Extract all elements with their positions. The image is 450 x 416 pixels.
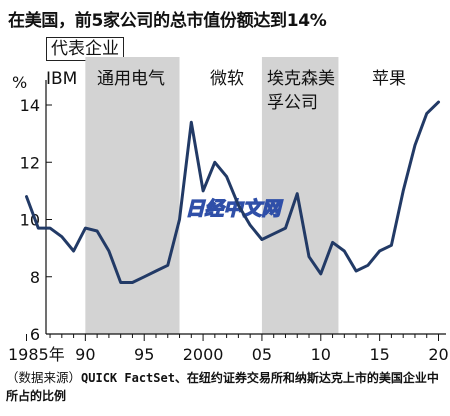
data-point [402, 190, 404, 192]
chart-title: 在美国，前5家公司的总市值份额达到14% [8, 11, 327, 31]
x-tick-label: 20 [428, 345, 448, 364]
x-tick-label: 05 [252, 345, 272, 364]
data-point [61, 235, 63, 238]
data-point [84, 227, 87, 229]
data-point [414, 144, 416, 146]
data-point [96, 230, 98, 232]
data-point [225, 175, 228, 178]
data-point [202, 190, 204, 192]
series-line-0 [25, 100, 440, 284]
band-shade-3 [261, 57, 339, 334]
source-note: （数据来源）QUICK FactSet、在纽约证券交易所和纳斯达克上市的美国企业… [6, 369, 446, 405]
data-point [296, 192, 299, 195]
y-tick-label: 6 [30, 325, 40, 344]
data-point [119, 281, 122, 284]
source-text: QUICK FactSet、在纽约证券交易所和纳斯达克上市的美国企业中所占的比例 [6, 371, 439, 403]
y-tick-label: 12 [20, 153, 40, 172]
representative-company-tag: 代表企业 [46, 37, 124, 61]
watermark-logo: 日经中文网 [185, 198, 283, 220]
data-point [319, 273, 322, 275]
data-point [425, 112, 428, 115]
band-label-1: 通用电气 [97, 69, 165, 89]
data-point [25, 195, 28, 198]
data-point [72, 250, 75, 252]
data-point [284, 227, 287, 229]
x-tick-label: 15 [369, 345, 389, 364]
x-tick-label: 1985年 [8, 345, 65, 364]
data-point [214, 161, 216, 164]
data-point [143, 275, 146, 278]
band-label-0: IBM [46, 69, 77, 89]
data-point [237, 204, 240, 206]
data-point [367, 264, 369, 267]
data-point [331, 241, 334, 244]
y-tick-label: 8 [30, 268, 40, 287]
data-point [272, 233, 275, 235]
y-axis-unit: % [12, 73, 27, 92]
data-point [378, 250, 381, 252]
data-point [261, 238, 263, 241]
y-tick-label: 14 [20, 96, 40, 115]
data-point [178, 218, 181, 221]
data-point [37, 227, 40, 229]
x-tick-label: 10 [311, 345, 331, 364]
band-shade-1 [85, 57, 180, 334]
data-point [390, 244, 393, 247]
data-point [343, 250, 346, 252]
source-label: （数据来源） [6, 370, 82, 385]
data-point [355, 270, 357, 272]
x-tick-label: 2000 [183, 345, 224, 364]
x-tick-label: 95 [134, 345, 154, 364]
data-point [249, 224, 251, 227]
data-point [437, 101, 440, 103]
band-label-2: 微软 [210, 69, 244, 89]
data-point [190, 121, 193, 123]
data-point [131, 281, 134, 284]
data-point [166, 264, 169, 267]
band-label-3: 埃克森美孚公司 [267, 69, 335, 113]
data-point [49, 227, 51, 229]
data-point [108, 250, 110, 252]
band-label-4: 苹果 [372, 69, 406, 89]
data-point [308, 255, 310, 258]
x-tick-label: 90 [75, 345, 95, 364]
data-point [155, 270, 157, 272]
